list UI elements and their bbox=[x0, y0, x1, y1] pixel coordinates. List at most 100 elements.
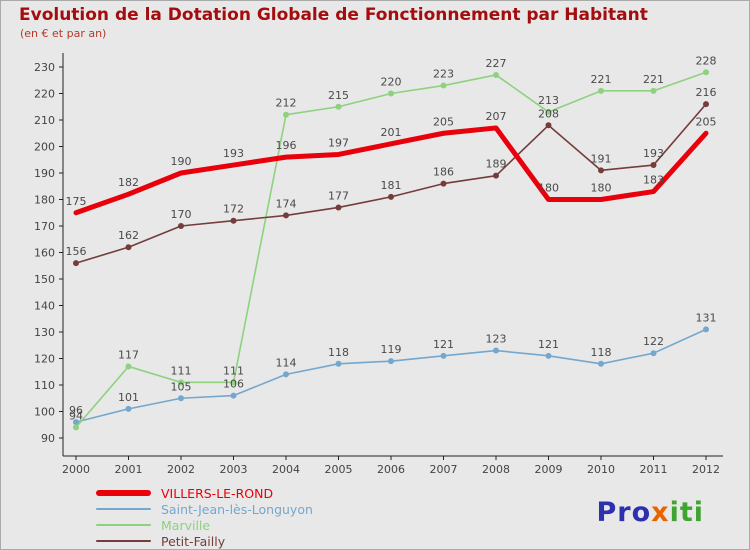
y-tick-label: 120 bbox=[34, 353, 55, 366]
x-tick-label: 2009 bbox=[535, 463, 563, 476]
data-label: 201 bbox=[381, 126, 402, 139]
series-marker bbox=[178, 379, 184, 386]
series-marker bbox=[650, 87, 657, 94]
y-tick-label: 130 bbox=[34, 326, 55, 339]
legend-label-petit-failly: Petit-Failly bbox=[161, 533, 226, 549]
chart-legend: VILLERS-LE-ROND Saint-Jean-lès-Longuyon … bbox=[96, 485, 313, 549]
data-label: 186 bbox=[433, 166, 454, 179]
chart-subtitle: (en € et par an) bbox=[20, 27, 107, 40]
data-label: 191 bbox=[591, 152, 612, 165]
series-marker bbox=[335, 360, 342, 367]
data-label: 182 bbox=[118, 176, 139, 189]
series-marker bbox=[703, 69, 709, 76]
chart-title: Evolution de la Dotation Globale de Fonc… bbox=[19, 5, 648, 25]
legend-swatch-petit-failly bbox=[96, 540, 151, 542]
data-label: 193 bbox=[223, 147, 244, 160]
logo-segment-pro: Pro bbox=[596, 497, 652, 528]
proxiti-logo: Proxiti bbox=[597, 497, 705, 528]
data-label: 180 bbox=[538, 182, 559, 195]
legend-label-villers-le-rond: VILLERS-LE-ROND bbox=[161, 485, 274, 501]
x-tick-label: 2012 bbox=[692, 463, 720, 476]
x-tick-label: 2011 bbox=[640, 463, 668, 476]
data-label: 221 bbox=[643, 73, 664, 86]
data-label: 111 bbox=[223, 364, 244, 377]
y-tick-label: 200 bbox=[34, 141, 55, 154]
data-label: 101 bbox=[118, 391, 139, 404]
series-marker bbox=[545, 352, 552, 359]
x-tick-label: 2007 bbox=[430, 463, 458, 476]
data-label: 123 bbox=[486, 333, 507, 346]
y-tick-label: 170 bbox=[34, 220, 55, 233]
data-label: 181 bbox=[381, 179, 402, 192]
data-label: 177 bbox=[328, 189, 349, 202]
data-label: 213 bbox=[538, 94, 559, 107]
data-label: 172 bbox=[223, 203, 244, 216]
data-label: 197 bbox=[328, 136, 349, 149]
data-label: 170 bbox=[171, 208, 192, 221]
series-marker bbox=[703, 101, 709, 108]
y-tick-label: 150 bbox=[34, 273, 55, 286]
series-marker bbox=[73, 424, 79, 431]
y-tick-label: 100 bbox=[34, 406, 55, 419]
legend-item-saint-jean: Saint-Jean-lès-Longuyon bbox=[96, 501, 313, 517]
data-label: 122 bbox=[643, 335, 664, 348]
y-tick-label: 140 bbox=[34, 300, 55, 313]
x-tick-label: 2005 bbox=[325, 463, 353, 476]
data-label: 96 bbox=[69, 404, 83, 417]
series-marker bbox=[230, 392, 237, 399]
line-chart: 90 100 110 120 130 140 150 160 170 180 190 200 210 22… bbox=[34, 53, 723, 476]
y-tick-label: 210 bbox=[34, 114, 55, 127]
data-label: 223 bbox=[433, 68, 454, 81]
series-marker bbox=[493, 347, 499, 354]
data-label: 228 bbox=[696, 54, 717, 67]
data-label: 207 bbox=[486, 110, 507, 123]
data-label: 111 bbox=[171, 364, 192, 377]
data-label: 212 bbox=[276, 97, 297, 110]
x-tick-label: 2001 bbox=[115, 463, 143, 476]
data-label: 175 bbox=[66, 195, 87, 208]
series-marker bbox=[125, 363, 132, 370]
series-marker bbox=[440, 82, 447, 89]
series-marker bbox=[388, 90, 394, 97]
data-label: 189 bbox=[486, 158, 507, 171]
data-label: 121 bbox=[433, 338, 454, 351]
series-marker bbox=[545, 109, 552, 116]
legend-item-villers-le-rond: VILLERS-LE-ROND bbox=[96, 485, 313, 501]
series-marker bbox=[493, 71, 499, 78]
legend-item-petit-failly: Petit-Failly bbox=[96, 533, 313, 549]
data-label: 94 bbox=[69, 409, 83, 422]
legend-swatch-marville bbox=[96, 524, 151, 526]
legend-label-saint-jean: Saint-Jean-lès-Longuyon bbox=[161, 501, 313, 517]
y-tick-label: 220 bbox=[34, 88, 55, 101]
data-label: 162 bbox=[118, 229, 139, 242]
data-label: 118 bbox=[591, 346, 612, 359]
x-tick-label: 2000 bbox=[62, 463, 90, 476]
series-marker bbox=[598, 360, 604, 367]
data-label: 208 bbox=[538, 107, 559, 120]
data-label: 227 bbox=[486, 57, 507, 70]
legend-item-marville: Marville bbox=[96, 517, 313, 533]
series-marker bbox=[73, 260, 79, 267]
series-marker bbox=[493, 172, 499, 179]
series-marker bbox=[545, 122, 552, 129]
series-marker bbox=[650, 162, 657, 169]
data-label: 205 bbox=[433, 115, 454, 128]
y-tick-label: 230 bbox=[34, 61, 55, 74]
series-marker bbox=[283, 111, 289, 118]
y-tick-label: 160 bbox=[34, 247, 55, 260]
y-tick-label: 110 bbox=[34, 379, 55, 392]
x-tick-label: 2006 bbox=[377, 463, 405, 476]
data-label: 119 bbox=[381, 343, 402, 356]
data-label: 216 bbox=[696, 86, 717, 99]
series-marker bbox=[388, 358, 394, 365]
data-label: 190 bbox=[171, 155, 192, 168]
data-label: 193 bbox=[643, 147, 664, 160]
series-marker bbox=[230, 379, 237, 386]
data-label: 221 bbox=[591, 73, 612, 86]
y-tick-label: 190 bbox=[34, 167, 55, 180]
series-marker bbox=[598, 87, 604, 94]
data-label: 205 bbox=[696, 115, 717, 128]
series-marker bbox=[650, 350, 657, 357]
data-label: 183 bbox=[643, 174, 664, 187]
